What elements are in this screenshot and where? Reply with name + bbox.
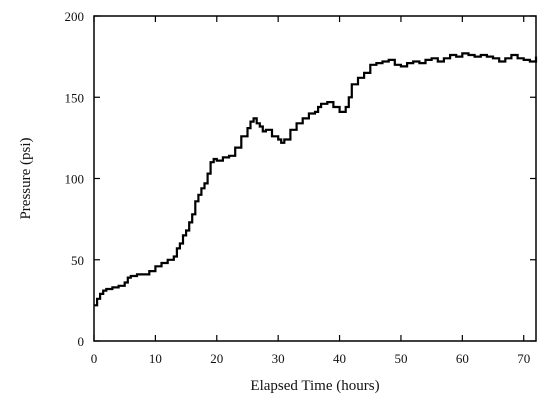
y-tick-label: 50	[71, 253, 84, 268]
y-axis-label: Pressure (psi)	[18, 137, 34, 219]
data-series	[94, 52, 538, 307]
axis-ticks: 0 10 20 30 40 50 60 70 0 50 100 150 200	[65, 9, 536, 366]
series-line-0	[94, 52, 538, 307]
x-tick-label: 10	[149, 351, 162, 366]
y-tick-label: 0	[78, 334, 85, 349]
x-tick-label: 50	[394, 351, 407, 366]
x-tick-label: 30	[272, 351, 285, 366]
x-tick-label: 20	[210, 351, 223, 366]
x-tick-label: 60	[456, 351, 469, 366]
plot-frame	[93, 15, 537, 342]
y-tick-label: 100	[65, 172, 85, 187]
plot-border	[93, 15, 537, 342]
y-tick-label: 150	[65, 90, 85, 105]
x-tick-label: 40	[333, 351, 346, 366]
x-axis-label: Elapsed Time (hours)	[250, 378, 379, 394]
x-tick-label: 70	[517, 351, 530, 366]
x-tick-label: 0	[91, 351, 98, 366]
y-tick-label: 200	[65, 9, 85, 24]
